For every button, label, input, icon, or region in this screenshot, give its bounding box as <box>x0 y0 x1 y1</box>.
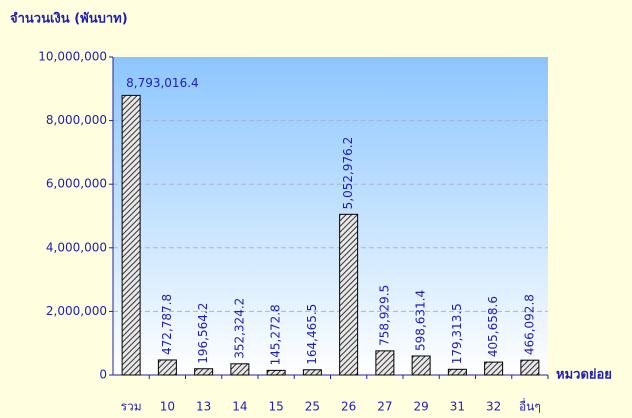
bar <box>121 94 141 376</box>
bar <box>520 359 540 376</box>
y-tick-label: 6,000,000 <box>46 177 107 191</box>
bar <box>484 361 504 376</box>
data-label: 405,658.6 <box>486 296 500 357</box>
data-label: 8,793,016.4 <box>126 76 199 90</box>
x-tick-label: 26 <box>341 400 356 414</box>
x-tick-label: 29 <box>413 400 428 414</box>
y-tick-label: 4,000,000 <box>46 240 107 254</box>
bar <box>194 368 214 376</box>
bar <box>447 368 467 376</box>
x-tick-label: 13 <box>196 400 211 414</box>
x-tick-label: 15 <box>268 400 283 414</box>
x-tick-label: 31 <box>450 400 465 414</box>
plot-area <box>113 57 548 375</box>
data-label: 5,052,976.2 <box>341 137 355 210</box>
bar <box>375 350 395 376</box>
bar <box>230 363 250 376</box>
x-tick-label: อื่นๆ <box>519 398 541 414</box>
bar <box>266 369 286 376</box>
x-tick-label: 32 <box>486 400 501 414</box>
x-tick-label: 25 <box>305 400 320 414</box>
x-tick-label: รวม <box>121 400 142 414</box>
data-label: 179,313.5 <box>450 303 464 364</box>
bar <box>411 355 431 376</box>
data-label: 145,272.8 <box>269 304 283 365</box>
data-label: 598,631.4 <box>414 290 428 351</box>
y-axis-title: จำนวนเงิน (พันบาท) <box>10 11 128 27</box>
y-tick-label: 2,000,000 <box>46 304 107 318</box>
x-tick-label: 27 <box>377 400 392 414</box>
data-label: 466,092.8 <box>522 294 536 355</box>
data-label: 164,465.5 <box>305 304 319 365</box>
data-label: 472,787.8 <box>160 294 174 355</box>
bar <box>302 369 322 376</box>
bar <box>339 213 359 376</box>
x-tick-label: 14 <box>232 400 247 414</box>
data-label: 758,929.5 <box>377 285 391 346</box>
bar <box>157 359 177 376</box>
y-tick-label: 8,000,000 <box>46 113 107 127</box>
x-axis-title: หมวดย่อย <box>556 368 612 383</box>
y-tick-label: 10,000,000 <box>38 50 107 64</box>
data-label: 196,564.2 <box>196 303 210 364</box>
y-tick-label: 0 <box>99 368 107 382</box>
x-tick-label: 10 <box>160 400 175 414</box>
data-label: 352,324.2 <box>232 298 246 359</box>
